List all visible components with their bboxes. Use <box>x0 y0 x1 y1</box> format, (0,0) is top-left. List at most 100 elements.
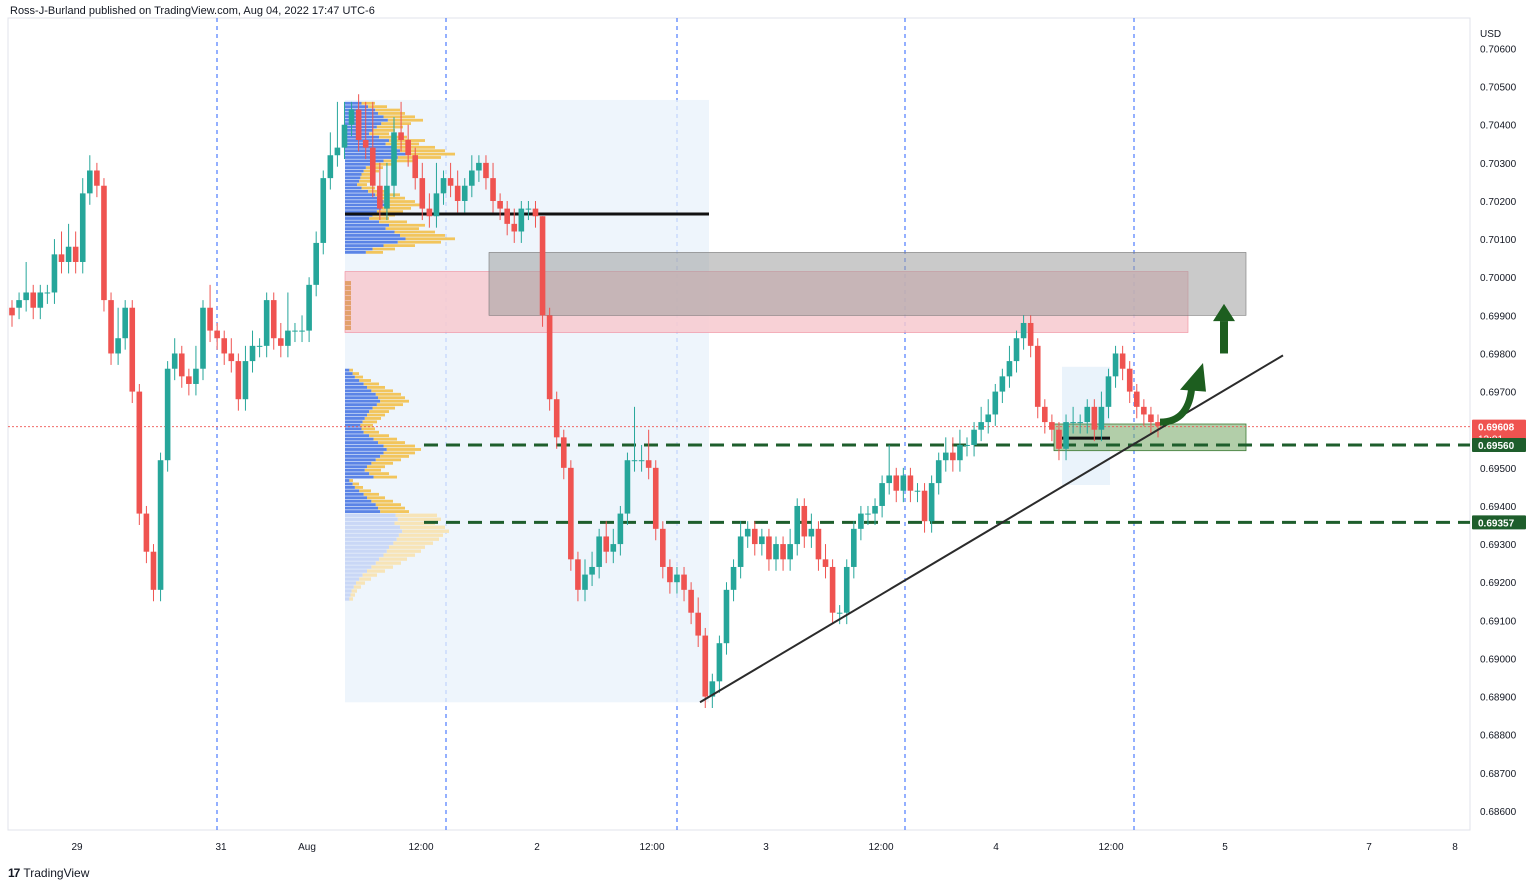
y-tick-label: 0.69500 <box>1480 464 1517 475</box>
candle-body <box>935 460 942 484</box>
volume-bar-buy <box>345 372 353 376</box>
volume-bar-buy <box>345 399 381 403</box>
volume-bar-buy <box>345 423 361 427</box>
volume-bar-buy-light <box>345 581 356 585</box>
candle-body <box>228 353 235 362</box>
volume-bar-mid <box>345 320 351 326</box>
candle-body <box>101 185 107 301</box>
candle-body <box>1141 406 1147 415</box>
candle-body <box>843 566 850 613</box>
volume-bar-sell <box>367 385 385 389</box>
volume-bar-mid <box>345 325 351 331</box>
candle-body <box>716 643 723 682</box>
volume-bar-buy <box>345 417 365 420</box>
candle-body <box>985 414 992 423</box>
candle-body <box>836 612 843 614</box>
tradingview-footer[interactable]: 17 TradingView <box>8 866 89 880</box>
x-tick-label: 2 <box>534 842 540 853</box>
x-tick-label: 29 <box>71 842 83 853</box>
candle-body <box>1006 361 1013 377</box>
candle-body <box>200 307 206 369</box>
candle-body <box>575 559 581 590</box>
volume-bar-buy <box>345 122 382 125</box>
candle-body <box>681 574 687 590</box>
volume-bar-sell <box>397 240 441 244</box>
volume-bar-buy <box>345 496 367 500</box>
candle-body <box>178 353 185 377</box>
volume-bar-buy <box>345 396 378 400</box>
price-label: 0.69608 <box>1478 423 1515 434</box>
y-tick-label: 0.68900 <box>1480 693 1517 704</box>
volume-bar-sell <box>361 427 375 431</box>
price-axis-title: USD <box>1480 29 1502 40</box>
volume-bar-buy <box>345 240 398 244</box>
up-arrow-shaft <box>1220 321 1228 354</box>
y-tick-label: 0.69100 <box>1480 616 1517 627</box>
candle-body <box>709 681 716 697</box>
candle-body <box>341 124 348 148</box>
candle-body <box>589 566 595 575</box>
volume-bar-sell <box>349 368 353 372</box>
volume-bar-sell <box>378 506 405 510</box>
candle-body <box>624 460 631 514</box>
volume-bar-buy <box>345 220 380 224</box>
candle-body <box>497 200 503 209</box>
candle-body <box>369 147 376 186</box>
candle-body <box>688 589 694 613</box>
volume-bar-sell <box>371 461 393 465</box>
volume-bar-buy-light <box>345 525 400 529</box>
candle-body <box>1034 345 1041 407</box>
volume-bar-sell <box>397 156 441 159</box>
volume-bar-buy <box>345 227 386 231</box>
volume-bar-buy <box>345 403 377 407</box>
volume-bar-sell <box>372 247 395 251</box>
volume-bar-buy-light <box>345 561 376 565</box>
volume-bar-buy-light <box>345 529 403 533</box>
y-tick-label: 0.70300 <box>1480 159 1517 170</box>
candle-body <box>1148 414 1154 423</box>
volume-bar-buy <box>345 389 372 393</box>
candle-body <box>235 361 242 400</box>
candle-body <box>1013 338 1020 362</box>
volume-bar-sell <box>394 145 435 149</box>
volume-bar-buy <box>345 420 363 424</box>
candle-body <box>384 185 390 209</box>
volume-bar-buy <box>345 392 376 396</box>
volume-bar-buy <box>345 434 370 438</box>
volume-bar-sell-light <box>379 557 407 561</box>
candle-body <box>553 399 560 438</box>
y-tick-label: 0.68800 <box>1480 731 1517 742</box>
volume-bar-sell <box>378 396 405 400</box>
volume-bar-sell <box>383 451 415 455</box>
y-tick-label: 0.69400 <box>1480 502 1517 513</box>
volume-bar-buy <box>345 448 387 451</box>
candle-body <box>914 490 921 492</box>
candle-body <box>1049 422 1055 430</box>
candle-body <box>490 178 496 201</box>
candle-body <box>759 536 765 545</box>
candle-body <box>787 544 793 560</box>
volume-bar-sell <box>362 420 377 424</box>
volume-bar-sell <box>383 200 415 203</box>
volume-bar-buy <box>345 385 367 389</box>
volume-bar-buy <box>345 379 360 382</box>
candle-body <box>214 330 220 339</box>
volume-bar-buy <box>345 247 373 251</box>
volume-bar-sell <box>376 210 403 214</box>
candle-body <box>1056 429 1062 449</box>
candle-body <box>695 612 701 636</box>
volume-bar-sell <box>361 173 375 176</box>
volume-bar-buy <box>345 183 358 186</box>
volume-bar-sell-light <box>350 593 355 597</box>
volume-bar-buy <box>345 193 376 197</box>
volume-bar-buy-light <box>345 585 354 589</box>
candle-body <box>660 528 666 567</box>
volume-bar-sell <box>380 454 409 458</box>
candle-body <box>58 254 65 262</box>
volume-bar-buy <box>345 375 355 379</box>
volume-bar-sell-light <box>362 573 377 577</box>
volume-bar-buy-light <box>345 545 389 549</box>
volume-bar-sell <box>360 423 373 427</box>
volume-bar-buy-light <box>345 565 372 569</box>
